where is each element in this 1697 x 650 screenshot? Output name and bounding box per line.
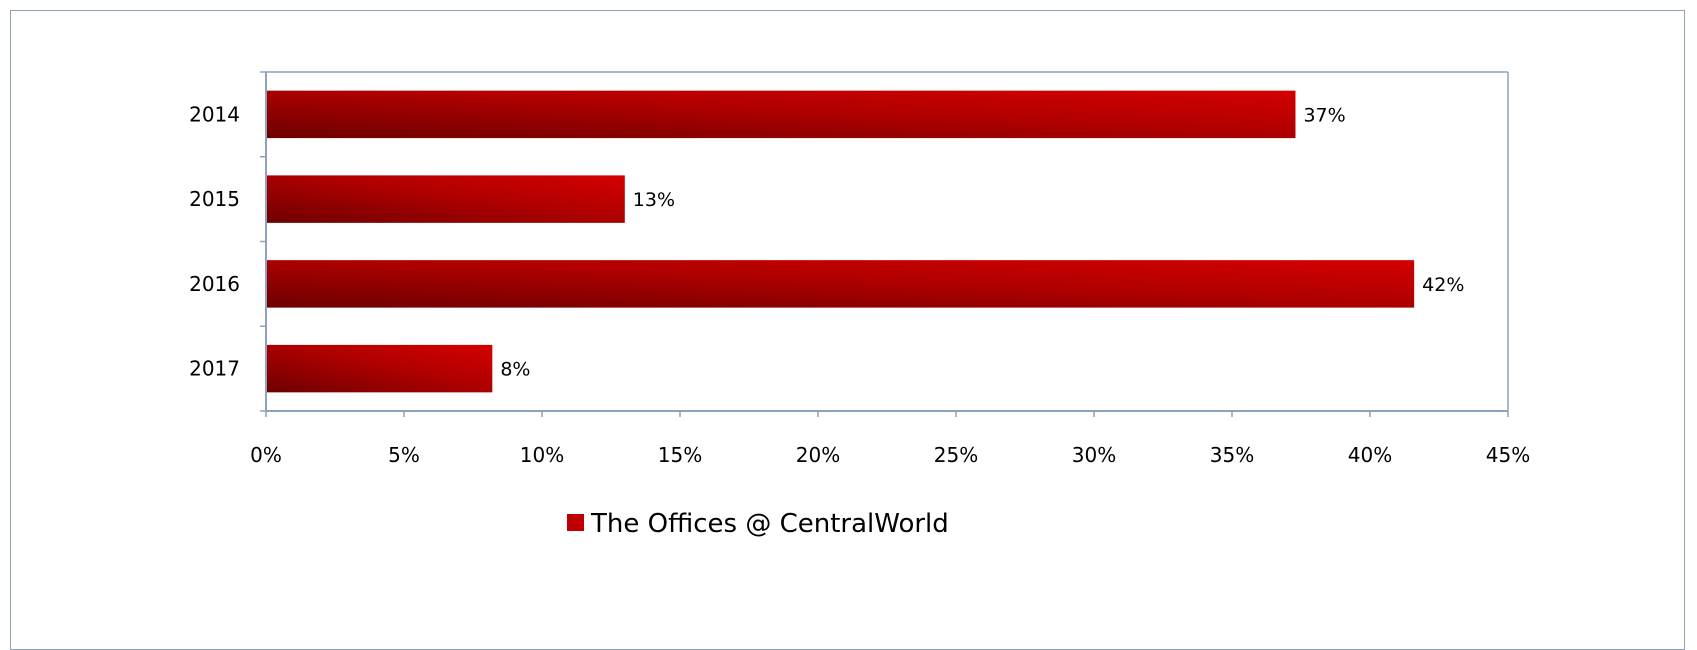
x-tick-label: 35% <box>1210 443 1254 467</box>
plot-area <box>260 71 1509 417</box>
x-tick-label: 0% <box>250 443 282 467</box>
data-label-2016: 42% <box>1422 274 1464 296</box>
y-tick-label-2016: 2016 <box>189 272 240 296</box>
y-tick-label-2015: 2015 <box>189 187 240 211</box>
legend-swatch <box>567 514 584 531</box>
bar-2014 <box>267 90 1296 139</box>
bar-2017 <box>267 344 493 393</box>
x-tick-label: 15% <box>658 443 702 467</box>
data-label-2014: 37% <box>1303 104 1345 126</box>
y-tick-label-2014: 2014 <box>189 102 240 126</box>
y-axis-labels: 2014 2015 2016 2017 <box>189 102 240 380</box>
data-label-2015: 13% <box>633 189 675 211</box>
x-tick-label: 20% <box>796 443 840 467</box>
x-tick-label: 45% <box>1486 443 1530 467</box>
x-tick-label: 5% <box>388 443 420 467</box>
x-tick-label: 30% <box>1072 443 1116 467</box>
chart-svg: 37% 13% 42% 8% 2014 2015 2016 2017 0% 5% 10% 15% 2… <box>189 71 1530 539</box>
x-axis-labels: 0% 5% 10% 15% 20% 25% 30% 35% 40% 45% <box>250 443 1530 467</box>
legend: The Offices @ CentralWorld <box>567 509 949 539</box>
legend-label: The Offices @ CentralWorld <box>590 509 949 539</box>
bar-2016 <box>267 260 1415 308</box>
bars-layer: 37% 13% 42% 8% <box>267 90 1464 393</box>
bar-2015 <box>267 175 625 223</box>
y-tick-label-2017: 2017 <box>189 357 240 381</box>
chart-frame: 37% 13% 42% 8% 2014 2015 2016 2017 0% 5% 10% 15% 2… <box>10 10 1685 650</box>
x-tick-label: 40% <box>1348 443 1392 467</box>
x-tick-label: 25% <box>934 443 978 467</box>
x-tick-label: 10% <box>520 443 564 467</box>
data-label-2017: 8% <box>500 359 530 381</box>
